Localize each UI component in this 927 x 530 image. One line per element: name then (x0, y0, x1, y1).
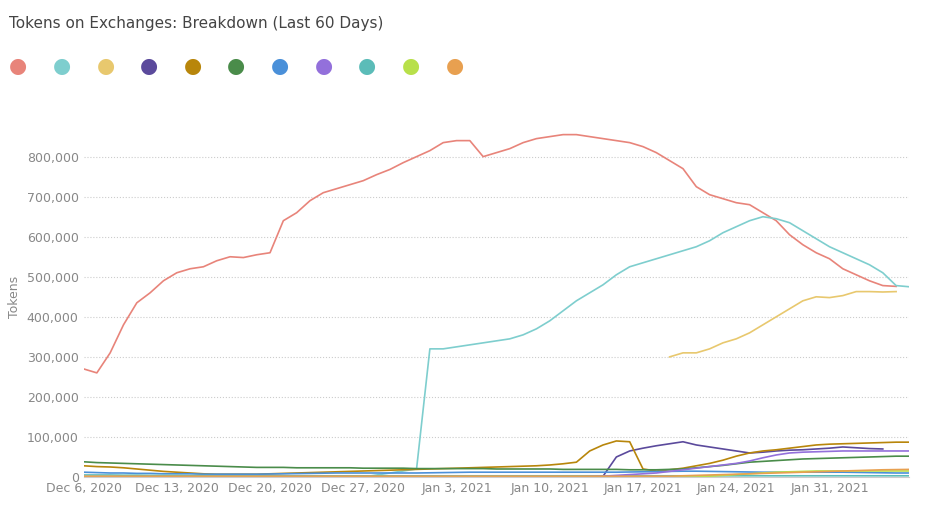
Text: ●: ● (96, 56, 115, 76)
Text: ●: ● (53, 56, 71, 76)
Text: Tokens on Exchanges: Breakdown (Last 60 Days): Tokens on Exchanges: Breakdown (Last 60 … (9, 16, 383, 31)
Text: ●: ● (227, 56, 246, 76)
Text: ●: ● (9, 56, 28, 76)
Y-axis label: Tokens: Tokens (8, 276, 21, 318)
Text: ●: ● (401, 56, 420, 76)
Text: ●: ● (271, 56, 289, 76)
Text: ●: ● (314, 56, 333, 76)
Text: ●: ● (445, 56, 464, 76)
Text: ●: ● (140, 56, 159, 76)
Text: ●: ● (358, 56, 376, 76)
Text: ●: ● (184, 56, 202, 76)
